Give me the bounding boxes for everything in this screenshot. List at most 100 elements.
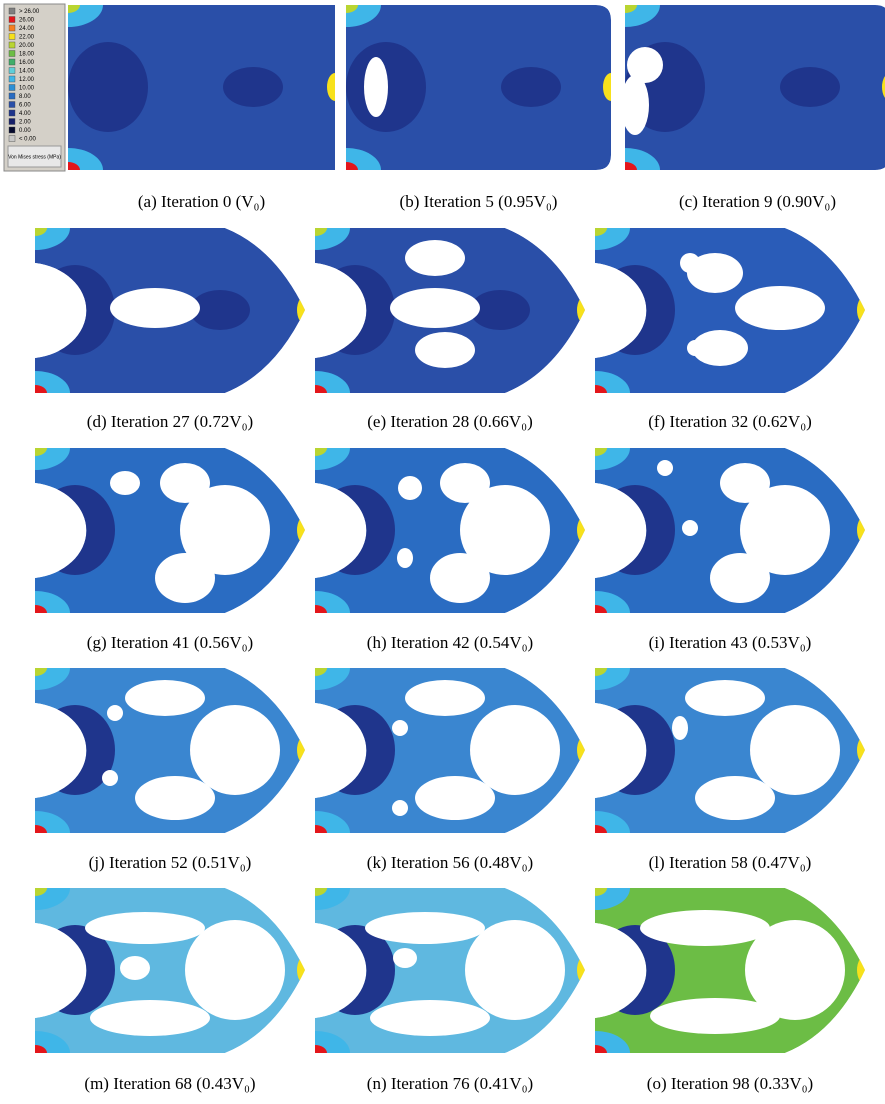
low-stress: [35, 485, 115, 575]
legend-label: 2.00: [19, 119, 31, 125]
load-peak: [577, 956, 593, 984]
caption: (m) Iteration 68 (0.43V₀): [84, 1074, 255, 1093]
legend-label: 18.00: [19, 51, 35, 57]
corner-peak: [23, 880, 47, 896]
hole: [107, 705, 123, 721]
hole: [370, 1000, 490, 1036]
panel: [590, 0, 885, 192]
hole: [135, 776, 215, 820]
corner-peak: [23, 825, 47, 841]
hole: [430, 553, 490, 603]
stress-field: [560, 206, 873, 415]
hole: [710, 553, 770, 603]
legend-label: 16.00: [19, 60, 35, 66]
load-peak: [297, 516, 313, 544]
hole: [160, 463, 210, 503]
caption: (f) Iteration 32 (0.62V₀): [648, 412, 812, 431]
hole: [185, 920, 285, 1020]
corner-peak: [303, 605, 327, 621]
corner-peak: [23, 220, 47, 236]
legend-swatch: [9, 8, 15, 14]
hole: [672, 716, 688, 740]
legend-swatch: [9, 25, 15, 31]
figure: > 26.0026.0024.0022.0020.0018.0016.0014.…: [0, 0, 885, 1104]
hole: [687, 340, 703, 356]
low-stress: [595, 485, 675, 575]
stress-field: [590, 0, 885, 192]
stress-field: [311, 0, 619, 192]
stress-field: [280, 206, 593, 415]
legend-label: 4.00: [19, 111, 31, 117]
legend-swatch: [9, 136, 15, 142]
stress-field: [0, 426, 313, 635]
panel: [0, 426, 313, 635]
load-peak: [327, 73, 343, 101]
corner-peak: [583, 1045, 607, 1061]
legend-swatch: [9, 42, 15, 48]
hole: [393, 948, 417, 968]
caption: (a) Iteration 0 (V₀): [138, 192, 265, 211]
load-peak: [577, 296, 593, 324]
hole: [680, 253, 700, 273]
legend-label: 12.00: [19, 77, 35, 83]
load-peak: [577, 736, 593, 764]
hole: [720, 463, 770, 503]
load-peak: [857, 736, 873, 764]
hole: [682, 520, 698, 536]
corner-peak: [23, 385, 47, 401]
legend-label: 14.00: [19, 68, 35, 74]
panel: [0, 206, 313, 415]
hole: [190, 705, 280, 795]
load-peak: [577, 516, 593, 544]
caption: (c) Iteration 9 (0.90V₀): [679, 192, 836, 211]
hole: [392, 720, 408, 736]
hole: [405, 240, 465, 276]
hole: [405, 680, 485, 716]
hole: [120, 956, 150, 980]
panel: [280, 206, 593, 415]
panel: [33, 0, 343, 192]
low-stress: [68, 42, 148, 132]
low-stress: [223, 67, 283, 107]
corner-peak: [583, 880, 607, 896]
hole: [102, 770, 118, 786]
legend-swatch: [9, 110, 15, 116]
corner-peak: [23, 605, 47, 621]
low-stress: [780, 67, 840, 107]
caption: (k) Iteration 56 (0.48V₀): [367, 853, 533, 872]
hole: [657, 460, 673, 476]
hole: [735, 286, 825, 330]
load-peak: [603, 73, 619, 101]
corner-peak: [613, 162, 637, 178]
corner-peak: [23, 440, 47, 456]
hole: [392, 800, 408, 816]
legend-label: 10.00: [19, 85, 35, 91]
corner-peak: [303, 1045, 327, 1061]
legend-swatch: [9, 93, 15, 99]
stress-field: [560, 866, 873, 1075]
panel: [280, 866, 593, 1075]
low-stress: [595, 705, 675, 795]
panel: [0, 866, 313, 1075]
legend-label: 6.00: [19, 102, 31, 108]
legend-label: 20.00: [19, 43, 35, 49]
corner-peak: [23, 1045, 47, 1061]
hole: [397, 548, 413, 568]
hole: [750, 705, 840, 795]
caption: (o) Iteration 98 (0.33V₀): [647, 1074, 813, 1093]
low-stress: [315, 705, 395, 795]
panel: [0, 646, 313, 855]
corner-peak: [334, 162, 358, 178]
caption: (l) Iteration 58 (0.47V₀): [649, 853, 812, 872]
legend-swatch: [9, 102, 15, 108]
panel: [560, 646, 873, 855]
hole: [110, 288, 200, 328]
stress-field: [0, 866, 313, 1075]
low-stress: [315, 265, 395, 355]
hole: [365, 912, 485, 944]
low-stress: [501, 67, 561, 107]
legend-swatch: [9, 34, 15, 40]
caption: (g) Iteration 41 (0.56V₀): [87, 633, 253, 652]
load-peak: [857, 296, 873, 324]
panel: [280, 426, 593, 635]
